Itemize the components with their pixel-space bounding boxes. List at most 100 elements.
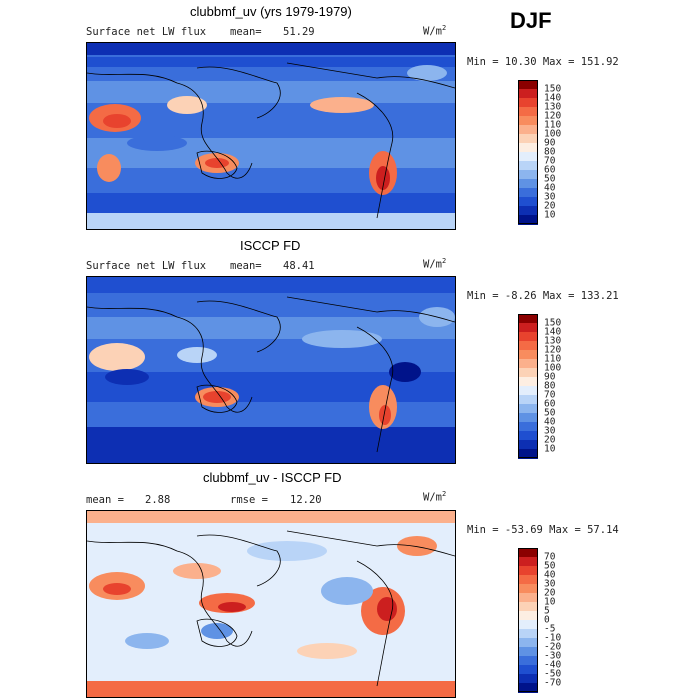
colorbar-level-label: 150 bbox=[544, 317, 562, 329]
colorbar-swatch bbox=[518, 368, 538, 378]
colorbar-level-label: 0 bbox=[544, 614, 550, 626]
panel-title: clubbmf_uv (yrs 1979-1979) bbox=[190, 4, 352, 19]
colorbar-swatch bbox=[518, 323, 538, 333]
colorbar-level-label: -20 bbox=[544, 641, 562, 653]
minmax-label: Min = -53.69 Max = 57.14 bbox=[467, 524, 619, 536]
colorbar-level-label: 120 bbox=[544, 344, 562, 356]
colorbar-level-label: 20 bbox=[544, 200, 556, 212]
colorbar-level-label: 10 bbox=[544, 209, 556, 221]
colorbar-frame bbox=[518, 314, 538, 458]
colorbar-swatch bbox=[518, 404, 538, 414]
colorbar-swatch bbox=[518, 377, 538, 387]
colorbar-swatch bbox=[518, 395, 538, 405]
colorbar-level-label: 50 bbox=[544, 407, 556, 419]
colorbar-swatch bbox=[518, 557, 538, 567]
colorbar-level-label: 40 bbox=[544, 416, 556, 428]
colorbar-swatch bbox=[518, 143, 538, 153]
colorbar-swatch bbox=[518, 656, 538, 666]
heatmap-svg bbox=[87, 511, 455, 697]
colorbar-level-label: 20 bbox=[544, 434, 556, 446]
colorbar-level-label: 30 bbox=[544, 425, 556, 437]
coastlines bbox=[87, 296, 455, 453]
colorbar-swatch bbox=[518, 584, 538, 594]
colorbar-level-label: 80 bbox=[544, 380, 556, 392]
colorbar-level-label: 10 bbox=[544, 596, 556, 608]
colorbar-swatch bbox=[518, 665, 538, 675]
colorbar-frame bbox=[518, 80, 538, 224]
colorbar-level-label: -50 bbox=[544, 668, 562, 680]
colorbar-level-label: 50 bbox=[544, 173, 556, 185]
season-label: DJF bbox=[510, 8, 552, 33]
colorbar-swatch bbox=[518, 332, 538, 342]
colorbar-level-label: 60 bbox=[544, 164, 556, 176]
colorbar-level-label: 100 bbox=[544, 362, 562, 374]
colorbar-swatch bbox=[518, 620, 538, 630]
difference-contours bbox=[87, 511, 455, 697]
colorbar-level-label: 50 bbox=[544, 560, 556, 572]
colorbar-level-label: 120 bbox=[544, 110, 562, 122]
colorbar-level-label: 100 bbox=[544, 128, 562, 140]
colorbar-frame bbox=[518, 548, 538, 692]
variable-label: Surface net LW flux bbox=[86, 26, 207, 38]
colorbar-swatch bbox=[518, 440, 538, 450]
colorbar-swatch bbox=[518, 575, 538, 585]
mean-label: mean= bbox=[230, 26, 262, 38]
colorbar-swatch bbox=[518, 629, 538, 639]
map-plot bbox=[86, 510, 456, 698]
colorbar-swatch bbox=[518, 674, 538, 684]
colorbar-swatch bbox=[518, 215, 538, 225]
variable-label: Surface net LW flux bbox=[86, 260, 207, 272]
colorbar-swatch bbox=[518, 359, 538, 369]
colorbar-swatch bbox=[518, 206, 538, 216]
colorbar-swatch bbox=[518, 611, 538, 621]
colorbar: 150 140 130 120 110 100 90 80 70 60 50 40 30 20 10 bbox=[518, 314, 578, 459]
flux-contours bbox=[87, 43, 455, 229]
colorbar-swatch bbox=[518, 602, 538, 612]
colorbar-swatch bbox=[518, 89, 538, 99]
units-label: W/m2 bbox=[423, 490, 447, 504]
colorbar-level-label: 140 bbox=[544, 92, 562, 104]
colorbar-swatch bbox=[518, 107, 538, 117]
colorbar-level-label: 130 bbox=[544, 101, 562, 113]
colorbar-level-label: 10 bbox=[544, 443, 556, 455]
colorbar-level-label: -5 bbox=[544, 623, 556, 635]
colorbar-swatch bbox=[518, 548, 538, 558]
colorbar-level-label: -70 bbox=[544, 677, 562, 689]
colorbar-level-label: 110 bbox=[544, 353, 562, 365]
colorbar-level-label: 140 bbox=[544, 326, 562, 338]
mean-label: mean= bbox=[230, 260, 262, 272]
colorbar-level-label: 110 bbox=[544, 119, 562, 131]
colorbar-swatch bbox=[518, 98, 538, 108]
colorbar-swatch bbox=[518, 413, 538, 423]
colorbar-level-label: 90 bbox=[544, 371, 556, 383]
mean-label: mean = bbox=[86, 494, 124, 506]
colorbar-swatch bbox=[518, 134, 538, 144]
colorbar-level-label: -10 bbox=[544, 632, 562, 644]
colorbar-swatch bbox=[518, 80, 538, 90]
colorbar-swatch bbox=[518, 152, 538, 162]
colorbar: 150 140 130 120 110 100 90 80 70 60 50 40 30 20 10 bbox=[518, 80, 578, 225]
units-label: W/m2 bbox=[423, 24, 447, 38]
colorbar-swatch bbox=[518, 188, 538, 198]
colorbar-level-label: 70 bbox=[544, 551, 556, 563]
colorbar-swatch bbox=[518, 116, 538, 126]
colorbar-level-label: 80 bbox=[544, 146, 556, 158]
colorbar-swatch bbox=[518, 647, 538, 657]
colorbar-level-label: 40 bbox=[544, 569, 556, 581]
panel-title: clubbmf_uv - ISCCP FD bbox=[203, 470, 342, 485]
colorbar-level-label: -40 bbox=[544, 659, 562, 671]
flux-contours bbox=[87, 277, 455, 463]
minmax-label: Min = 10.30 Max = 151.92 bbox=[467, 56, 619, 68]
minmax-label: Min = -8.26 Max = 133.21 bbox=[467, 290, 619, 302]
colorbar-swatch bbox=[518, 386, 538, 396]
colorbar-swatch bbox=[518, 341, 538, 351]
colorbar-swatch bbox=[518, 350, 538, 360]
colorbar-level-label: 90 bbox=[544, 137, 556, 149]
colorbar-level-label: 70 bbox=[544, 389, 556, 401]
coastlines bbox=[87, 530, 455, 687]
colorbar-level-label: 5 bbox=[544, 605, 550, 617]
coastlines bbox=[87, 62, 455, 219]
colorbar-level-label: 130 bbox=[544, 335, 562, 347]
colorbar-level-label: 20 bbox=[544, 587, 556, 599]
colorbar: 70 50 40 30 20 10 5 0 -5 -10 -20 -30 -40 -50 -70 bbox=[518, 548, 578, 693]
